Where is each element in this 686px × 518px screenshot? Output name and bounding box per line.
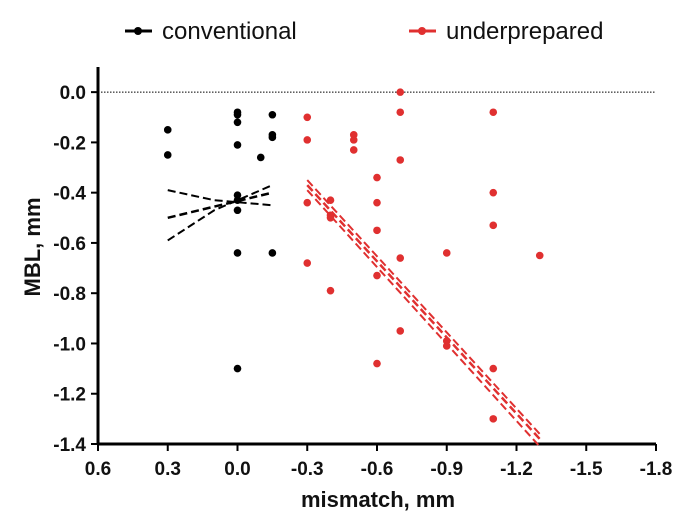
point-underprepared <box>489 108 498 117</box>
legend-label-conventional: conventional <box>162 18 297 45</box>
y-tick-label: 0.0 <box>60 83 86 104</box>
point-underprepared <box>535 251 544 260</box>
point-conventional <box>268 249 277 257</box>
point-underprepared <box>373 226 381 235</box>
point-underprepared <box>396 88 405 96</box>
point-underprepared <box>396 327 405 335</box>
point-underprepared <box>489 188 498 197</box>
point-underprepared <box>373 173 381 182</box>
point-underprepared <box>326 196 335 205</box>
point-underprepared <box>349 136 358 144</box>
point-underprepared <box>396 108 405 117</box>
point-underprepared <box>489 364 498 373</box>
legend-label-underprepared: underprepared <box>446 18 603 45</box>
point-underprepared <box>373 359 381 368</box>
point-underprepared <box>303 136 312 144</box>
point-underprepared <box>442 342 451 350</box>
point-underprepared <box>303 198 312 207</box>
point-conventional <box>256 153 265 162</box>
x-tick-label: -0.9 <box>430 459 463 480</box>
point-underprepared <box>489 221 498 230</box>
x-tick-label: -0.3 <box>291 459 324 480</box>
x-tick-label: 0.6 <box>85 459 111 480</box>
x-tick-label: 0.3 <box>155 459 181 480</box>
ci-upper-conventional <box>167 189 273 207</box>
x-tick-label: 0.0 <box>224 459 250 480</box>
point-conventional <box>163 151 172 159</box>
point-conventional <box>233 206 242 215</box>
point-conventional <box>233 249 242 257</box>
x-tick-label: -0.6 <box>361 459 394 480</box>
x-tick-label: -1.5 <box>570 459 603 480</box>
y-axis-title: MBL, mm <box>20 198 45 297</box>
x-tick-label: -1.8 <box>640 459 673 480</box>
point-conventional <box>233 196 242 205</box>
point-conventional <box>268 133 277 142</box>
y-tick-label: -1.0 <box>53 334 86 355</box>
legend-marker-conventional <box>134 27 142 35</box>
y-tick-label: -0.6 <box>53 234 86 255</box>
ci-lower-underprepared <box>306 189 541 448</box>
ci-upper-underprepared <box>306 179 541 435</box>
point-conventional <box>233 364 242 373</box>
point-underprepared <box>349 146 358 154</box>
legend-marker-underprepared <box>418 27 426 35</box>
plot-area: 0.0 -0.2 -0.4 -0.6 -0.8 -1.0 -1.2 -1.4 0.6 0.3 0.0… <box>53 67 672 480</box>
fit-line-underprepared <box>306 184 541 440</box>
point-underprepared <box>303 259 312 267</box>
point-underprepared <box>326 214 335 222</box>
point-conventional <box>268 110 277 119</box>
point-underprepared <box>303 113 312 122</box>
ci-lower-conventional <box>167 184 273 242</box>
y-tick-label: -1.4 <box>53 435 86 456</box>
point-underprepared <box>489 415 498 423</box>
point-underprepared <box>396 254 405 262</box>
y-tick-label: -0.4 <box>53 184 86 205</box>
point-underprepared <box>326 286 335 295</box>
point-conventional <box>233 118 242 127</box>
y-tick-label: -1.2 <box>53 385 86 406</box>
point-underprepared <box>396 156 405 164</box>
point-underprepared <box>442 249 451 257</box>
x-tick-label: -1.2 <box>500 459 533 480</box>
point-conventional <box>233 110 242 119</box>
point-underprepared <box>373 271 381 280</box>
fit-line-conventional <box>167 191 273 220</box>
legend: conventional underprepared <box>125 18 603 45</box>
y-tick-label: -0.8 <box>53 284 86 305</box>
point-conventional <box>163 126 172 134</box>
x-axis-title: mismatch, mm <box>301 487 455 512</box>
point-underprepared <box>373 198 381 207</box>
point-conventional <box>233 141 242 149</box>
y-tick-label: -0.2 <box>53 133 86 154</box>
